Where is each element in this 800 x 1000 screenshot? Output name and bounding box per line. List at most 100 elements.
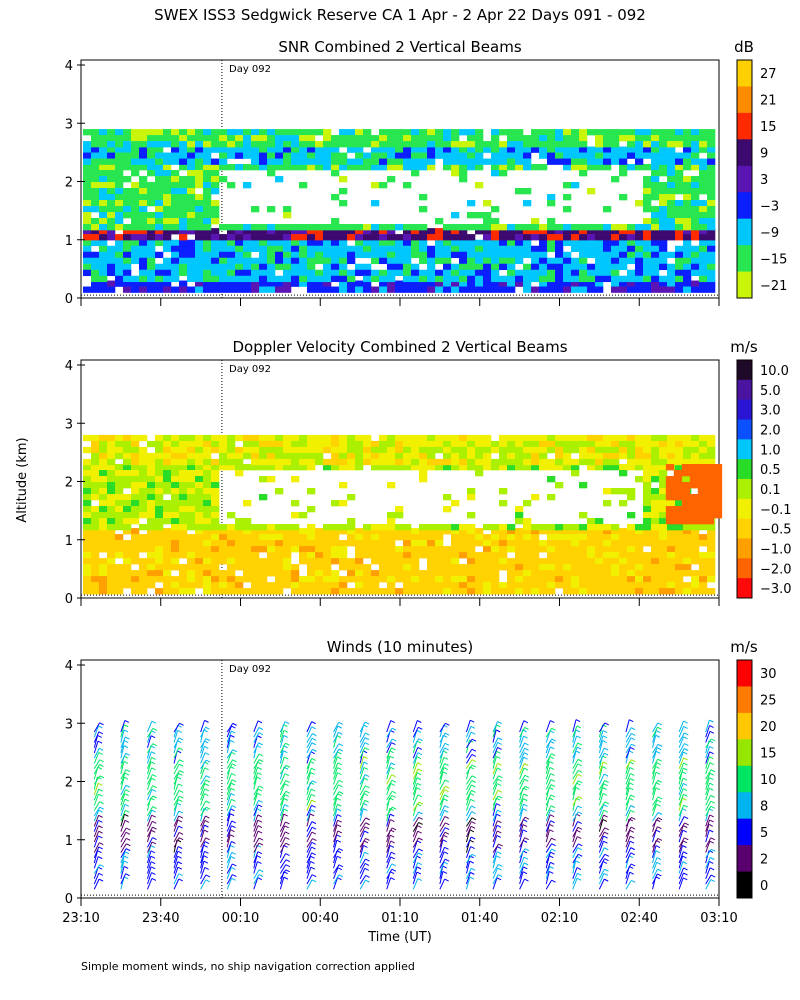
heatmap-cell	[563, 234, 572, 241]
wind-barb	[652, 762, 661, 775]
heatmap-cell	[539, 269, 548, 277]
heatmap-cell	[443, 546, 452, 553]
heatmap-cell	[339, 286, 348, 293]
heatmap-cell	[219, 546, 228, 553]
colorbar-swatch	[737, 498, 752, 520]
heatmap-cell	[643, 239, 652, 247]
heatmap-cell	[331, 524, 340, 531]
heatmap-cell	[459, 158, 468, 165]
heatmap-cell	[459, 269, 468, 277]
heatmap-cell	[99, 470, 108, 477]
heatmap-cell	[419, 245, 428, 253]
heatmap-cell	[347, 558, 356, 565]
wind-barb	[412, 768, 423, 780]
heatmap-cell	[587, 518, 596, 525]
heatmap-cell	[651, 434, 660, 442]
heatmap-cell	[115, 540, 124, 547]
heatmap-cell	[275, 245, 284, 253]
heatmap-cell	[515, 129, 524, 136]
wind-barb	[519, 856, 529, 869]
heatmap-cell	[387, 518, 396, 525]
heatmap-cell	[419, 141, 428, 148]
heatmap-cell	[163, 275, 172, 283]
wind-barb	[466, 731, 476, 743]
wind-barb	[652, 730, 661, 743]
heatmap-cell	[403, 446, 412, 454]
heatmap-cell	[499, 588, 508, 595]
heatmap-cell	[659, 452, 668, 460]
heatmap-cell	[83, 500, 92, 507]
heatmap-cell	[235, 458, 244, 466]
heatmap-cell	[635, 582, 644, 589]
heatmap-cell	[675, 257, 684, 265]
heatmap-cell	[523, 546, 532, 553]
heatmap-cell	[667, 564, 676, 571]
heatmap-cell	[123, 564, 132, 571]
heatmap-cell	[483, 200, 492, 207]
wind-barb	[466, 780, 476, 790]
colorbar-frame	[736, 659, 753, 899]
wind-barb	[359, 817, 370, 827]
heatmap-cell	[235, 452, 244, 460]
wind-barb	[572, 821, 582, 832]
heatmap-cell	[251, 164, 260, 171]
wind-barb	[572, 719, 581, 733]
heatmap-cell	[699, 206, 708, 213]
heatmap-cell	[435, 218, 444, 225]
heatmap-cell	[435, 564, 444, 571]
heatmap-cell	[627, 280, 636, 287]
heatmap-cell	[435, 524, 444, 531]
heatmap-cell	[123, 269, 132, 277]
heatmap-cell	[331, 528, 340, 535]
heatmap-cell	[643, 218, 652, 225]
heatmap-cell	[139, 446, 148, 454]
heatmap-cell	[611, 263, 620, 271]
wind-barb	[93, 775, 105, 785]
heatmap-cell	[627, 494, 636, 501]
heatmap-cell	[603, 275, 612, 283]
heatmap-cell	[131, 129, 140, 136]
heatmap-cell	[99, 488, 108, 495]
heatmap-cell	[675, 129, 684, 136]
heatmap-cell	[579, 564, 588, 571]
heatmap-cell	[379, 257, 388, 265]
heatmap-cell	[691, 228, 700, 235]
heatmap-cell	[651, 263, 660, 271]
heatmap-cell	[547, 158, 556, 165]
heatmap-cell	[115, 257, 124, 265]
heatmap-cell	[195, 251, 204, 259]
heatmap-cell	[523, 434, 532, 442]
heatmap-cell	[115, 476, 124, 483]
wind-barb	[545, 879, 556, 890]
heatmap-cell	[187, 251, 196, 259]
heatmap-cell	[691, 434, 700, 442]
wind-barb	[598, 818, 608, 832]
heatmap-cell	[155, 218, 164, 225]
heatmap-cell	[99, 275, 108, 283]
heatmap-cell	[531, 494, 540, 501]
heatmap-cell	[115, 500, 124, 507]
heatmap-cell	[211, 488, 220, 495]
heatmap-cell	[99, 558, 108, 565]
heatmap-cell	[579, 452, 588, 460]
heatmap-cell	[99, 280, 108, 287]
heatmap-cell	[187, 263, 196, 271]
heatmap-cell	[675, 458, 684, 466]
heatmap-cell	[587, 452, 596, 460]
heatmap-cell	[395, 506, 404, 513]
wind-barb	[279, 808, 289, 822]
heatmap-cell	[427, 528, 436, 535]
wind-barb	[625, 732, 636, 743]
heatmap-cell	[619, 488, 628, 495]
heatmap-cell	[387, 286, 396, 293]
heatmap-cell	[531, 146, 540, 153]
heatmap-cell	[203, 546, 212, 553]
heatmap-cell	[683, 141, 692, 148]
heatmap-cell	[347, 534, 356, 541]
wind-barb	[678, 732, 689, 743]
heatmap-cell	[411, 588, 420, 595]
heatmap-cell	[659, 158, 668, 165]
heatmap-cell	[371, 528, 380, 535]
heatmap-cell	[683, 269, 692, 277]
wind-barb	[200, 738, 211, 748]
